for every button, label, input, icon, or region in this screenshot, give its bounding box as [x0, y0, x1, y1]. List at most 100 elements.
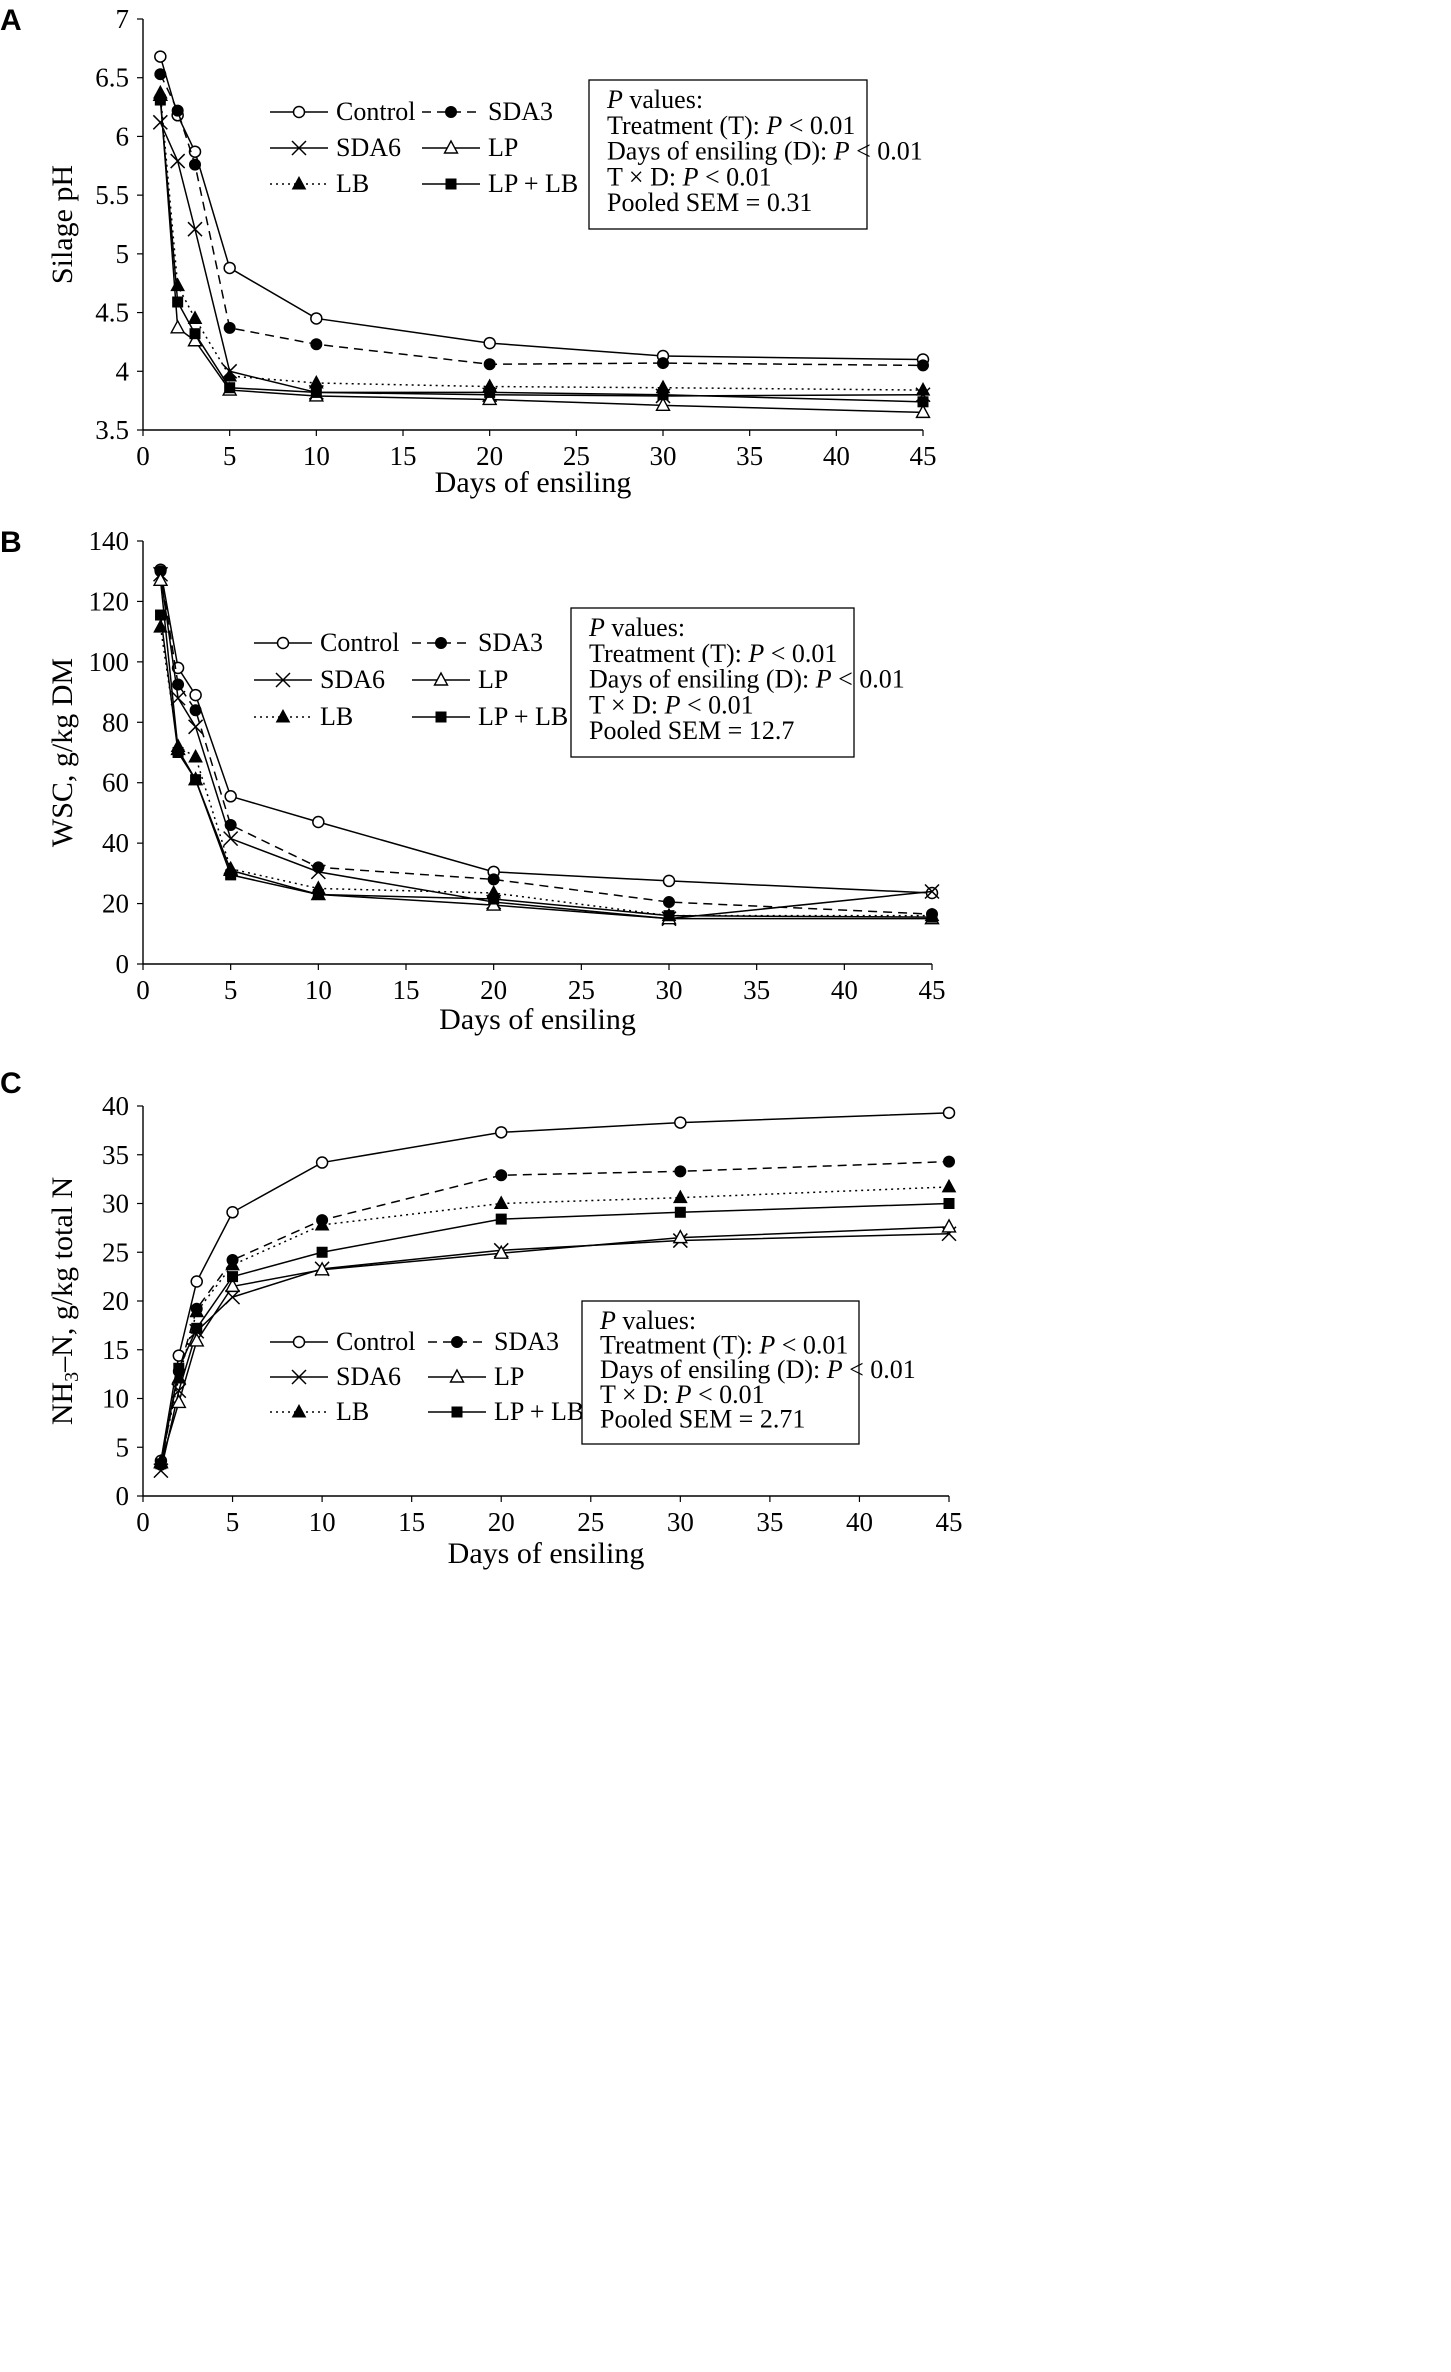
x-tick-label: 25	[577, 1507, 604, 1537]
data-point	[488, 893, 500, 905]
data-point	[188, 145, 202, 158]
data-point	[189, 704, 202, 717]
data-point	[942, 1106, 956, 1120]
data-point	[190, 1275, 203, 1288]
y-tick-label: 120	[89, 586, 130, 616]
y-tick-label: 6	[116, 121, 130, 151]
x-tick-label: 10	[309, 1507, 336, 1537]
legend-label: SDA6	[336, 1362, 401, 1391]
data-point	[672, 1229, 689, 1244]
data-point	[223, 831, 239, 847]
data-point	[224, 790, 237, 803]
data-point	[657, 389, 669, 401]
p-value-row: Treatment (T): P < 0.01	[589, 639, 837, 668]
y-tick-label: 20	[102, 1286, 129, 1316]
y-tick-label: 5.5	[95, 180, 129, 210]
data-point	[917, 396, 929, 408]
data-point	[310, 864, 326, 880]
x-tick-label: 10	[303, 441, 330, 471]
x-tick-label: 0	[136, 1507, 150, 1537]
chart-panel-a: A 3.5 4 4.5 5 5.5 6 6.5 7 0 5 10 15 20 25 30 35 40 45 Days …	[0, 4, 937, 499]
legend-marker	[451, 1336, 463, 1348]
y-tick-label: 20	[102, 889, 129, 919]
data-point	[171, 1393, 187, 1409]
data-point	[191, 1322, 203, 1334]
data-point	[657, 357, 669, 370]
series-lp-lb	[155, 609, 938, 923]
legend-marker	[435, 711, 447, 723]
data-point	[153, 619, 168, 633]
data-point	[483, 336, 496, 350]
y-tick-label: 4.5	[95, 298, 129, 328]
data-point	[172, 296, 184, 308]
x-axis-title: Days of ensiling	[439, 1003, 636, 1036]
x-tick-label: 20	[480, 975, 507, 1005]
data-point	[173, 1362, 185, 1374]
data-point	[312, 815, 325, 829]
x-tick-label: 5	[226, 1507, 240, 1537]
data-point	[170, 153, 186, 169]
data-point	[314, 1261, 330, 1276]
data-point	[154, 68, 167, 81]
data-point	[941, 1218, 957, 1233]
p-values-frame	[581, 1300, 860, 1445]
data-point	[152, 571, 169, 586]
p-value-row: T × D: P < 0.01	[607, 162, 772, 191]
data-point	[662, 874, 676, 888]
legend-item-lb: LB	[254, 702, 353, 731]
x-tick-label: 30	[656, 975, 683, 1005]
legend-item-control: Control	[270, 1327, 415, 1356]
data-point	[225, 1256, 240, 1271]
legend-item-sda3: SDA3	[422, 97, 553, 126]
y-tick-label: 7	[116, 4, 130, 34]
data-point	[487, 873, 500, 886]
legend-item-sda3: SDA3	[412, 628, 543, 657]
pooled-sem: Pooled SEM = 0.31	[607, 188, 812, 217]
legend-marker	[292, 105, 306, 119]
data-point	[189, 1303, 205, 1318]
y-tick-label: 30	[102, 1189, 129, 1219]
data-point	[171, 1369, 187, 1384]
y-tick-label: 15	[102, 1335, 129, 1365]
y-tick-label: 5	[116, 1432, 130, 1462]
data-point	[154, 50, 167, 63]
data-point	[925, 886, 939, 900]
data-point	[224, 382, 236, 394]
legend-item-control: Control	[270, 97, 415, 126]
series-line	[159, 73, 924, 367]
x-tick-label: 25	[563, 441, 590, 471]
data-point	[483, 358, 496, 371]
data-point	[223, 321, 236, 334]
legend-label: SDA3	[478, 628, 543, 657]
legend-label: LB	[336, 169, 369, 198]
legend-item-lp: LP	[422, 133, 518, 162]
data-point	[189, 1332, 205, 1347]
legend-marker	[292, 1335, 306, 1349]
chart-panel-c: C 0 5 10 15 20 25 30 35 40 0 5 10 15 20 25 30 35 40 45 Days …	[0, 1067, 963, 1570]
data-point	[190, 774, 202, 786]
data-point	[222, 367, 238, 382]
x-tick-label: 35	[756, 1507, 783, 1537]
series-lp	[153, 1218, 957, 1469]
data-point	[924, 883, 940, 900]
legend-marker	[435, 637, 447, 649]
x-axis-title: Days of ensiling	[435, 466, 632, 499]
legend-label: LP	[494, 1362, 524, 1391]
data-point	[152, 114, 168, 130]
x-axis-title: Days of ensiling	[448, 1537, 645, 1570]
series-line	[159, 122, 924, 397]
data-point	[154, 94, 166, 106]
y-tick-label: 10	[102, 1384, 129, 1414]
y-tick-label: 25	[102, 1237, 129, 1267]
legend-label: LP	[478, 665, 508, 694]
legend-label: LB	[320, 702, 353, 731]
data-point	[481, 390, 498, 406]
data-point	[315, 1156, 329, 1169]
x-tick-label: 25	[568, 975, 595, 1005]
legend-label: LP + LB	[494, 1397, 584, 1426]
p-value-row: T × D: P < 0.01	[600, 1380, 765, 1409]
data-point	[493, 1195, 509, 1209]
data-point	[189, 688, 202, 702]
